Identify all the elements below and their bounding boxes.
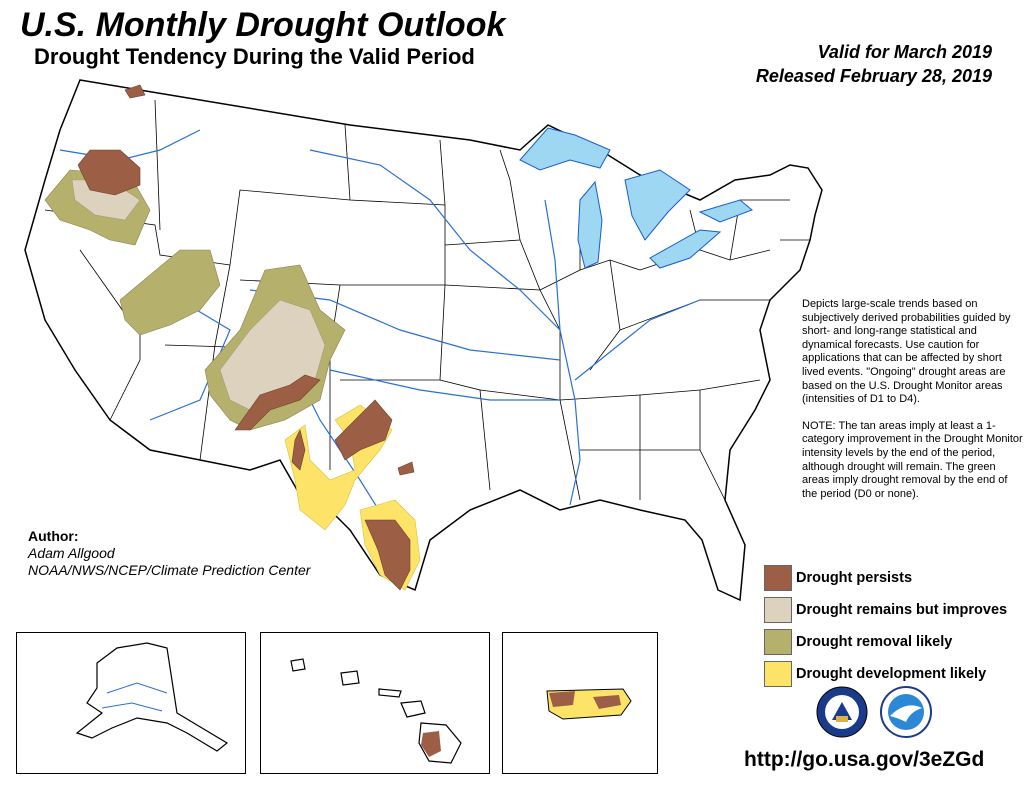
valid-for-text: Valid for March 2019	[817, 42, 992, 62]
legend-swatch	[764, 629, 792, 655]
description-paragraph-2: NOTE: The tan areas imply at least a 1-c…	[802, 419, 1023, 500]
page-title: U.S. Monthly Drought Outlook	[20, 6, 506, 44]
valid-period: Valid for March 2019 Released February 2…	[756, 40, 992, 88]
legend-label: Drought remains but improves	[796, 602, 1008, 618]
outlook-url-link[interactable]: http://go.usa.gov/3eZGd	[744, 748, 985, 771]
drought-persists-areas	[77, 84, 415, 591]
legend-label: Drought development likely	[796, 666, 987, 682]
legend-label: Drought persists	[796, 570, 913, 586]
great-lakes	[519, 127, 753, 269]
kauai-island	[290, 658, 306, 672]
west-texas-persists-area	[291, 429, 306, 471]
hawaii-persists-area	[421, 731, 441, 757]
alaska-map	[75, 642, 229, 752]
legend-swatch	[764, 565, 792, 591]
alaska-inset	[16, 632, 246, 774]
description-text: Depicts large-scale trends based on subj…	[802, 298, 1024, 514]
puerto-rico-map	[546, 688, 632, 720]
conus-outline	[24, 79, 823, 602]
author-org: NOAA/NWS/NCEP/Climate Prediction Center	[28, 562, 311, 578]
new-mexico-persists-area	[234, 374, 321, 431]
legend-item-removal: Drought removal likely	[764, 626, 1007, 658]
legend-swatch	[764, 661, 792, 687]
maui-island	[400, 700, 426, 718]
hawaii-inset	[260, 632, 490, 774]
noaa-cpc-seal-icon	[816, 686, 868, 743]
puerto-rico-persists-area	[549, 691, 575, 707]
released-date-text: Released February 28, 2019	[755, 66, 992, 86]
molokai-island	[378, 688, 402, 698]
central-texas-persists-area	[397, 461, 415, 476]
hawaii-map	[290, 658, 462, 764]
legend-item-improves: Drought remains but improves	[764, 594, 1007, 626]
puerto-rico-inset	[502, 632, 658, 774]
description-paragraph-1: Depicts large-scale trends based on subj…	[802, 298, 1011, 406]
author-name: Adam Allgood	[28, 545, 115, 561]
legend-item-development: Drought development likely	[764, 658, 1007, 690]
legend-label: Drought removal likely	[796, 634, 953, 650]
great-basin-removal-area	[119, 249, 221, 336]
author-label: Author:	[28, 528, 79, 544]
south-texas-persists-area	[364, 519, 411, 591]
alaska-outline	[75, 642, 229, 752]
page-subtitle: Drought Tendency During the Valid Period	[34, 44, 475, 69]
oahu-island	[340, 670, 360, 686]
legend-item-persists: Drought persists	[764, 562, 1007, 594]
oregon-persists-area	[77, 149, 141, 196]
texas-panhandle-persists-area	[334, 399, 393, 461]
legend: Drought persists Drought remains but imp…	[764, 562, 1007, 690]
noaa-bird-icon	[880, 686, 932, 743]
author-block: Author: Adam Allgood NOAA/NWS/NCEP/Clima…	[28, 528, 310, 579]
washington-persists-area	[124, 84, 146, 99]
legend-swatch	[764, 597, 792, 623]
